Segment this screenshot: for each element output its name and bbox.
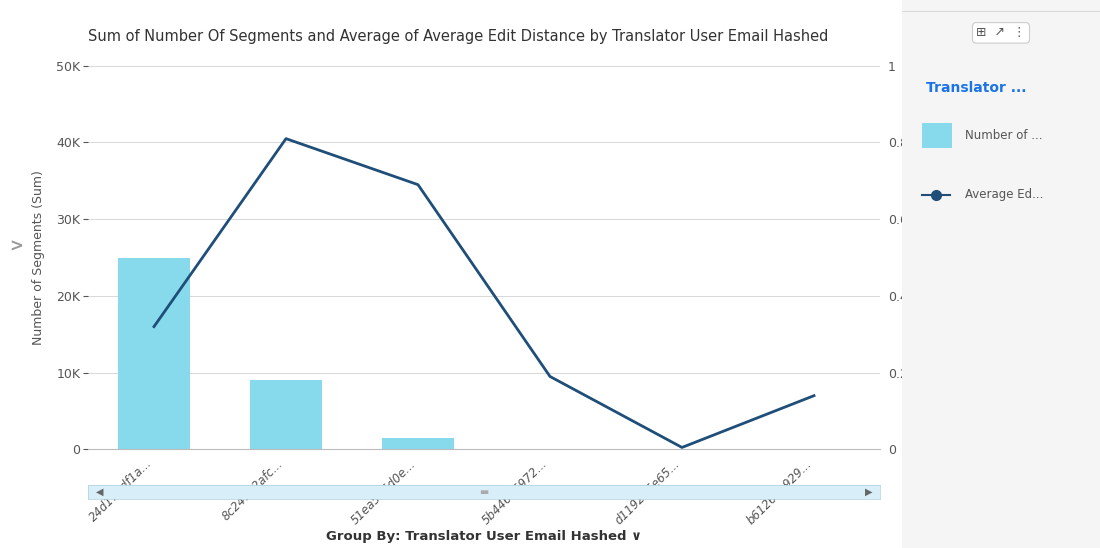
Average Ed... <box>279 135 293 142</box>
Text: ▶: ▶ <box>865 487 872 497</box>
Text: Translator ...: Translator ... <box>926 81 1026 95</box>
Text: ◀: ◀ <box>96 487 103 497</box>
Text: Sum of Number Of Segments and Average of Average Edit Distance by Translator Use: Sum of Number Of Segments and Average of… <box>88 29 828 44</box>
Average Ed... <box>147 323 161 330</box>
Average Ed... <box>675 444 689 450</box>
Text: ▬: ▬ <box>480 487 488 497</box>
Bar <box>250 380 322 449</box>
Text: >: > <box>10 238 23 255</box>
Text: Group By: Translator User Email Hashed ∨: Group By: Translator User Email Hashed ∨ <box>326 529 642 543</box>
Text: Average Ed...: Average Ed... <box>966 188 1044 201</box>
Average Ed... <box>543 373 557 380</box>
Bar <box>382 438 454 449</box>
Text: Number of ...: Number of ... <box>966 129 1043 142</box>
Bar <box>118 258 190 449</box>
Average Ed... <box>807 392 821 399</box>
Line: Average Ed...: Average Ed... <box>154 139 814 447</box>
FancyBboxPatch shape <box>922 123 952 148</box>
Average Ed... <box>411 181 425 188</box>
Y-axis label: Average Edit Distance (Average): Average Edit Distance (Average) <box>914 156 927 359</box>
Text: ⊞  ↗  ⋮: ⊞ ↗ ⋮ <box>977 26 1025 39</box>
Y-axis label: Number of Segments (Sum): Number of Segments (Sum) <box>32 170 45 345</box>
